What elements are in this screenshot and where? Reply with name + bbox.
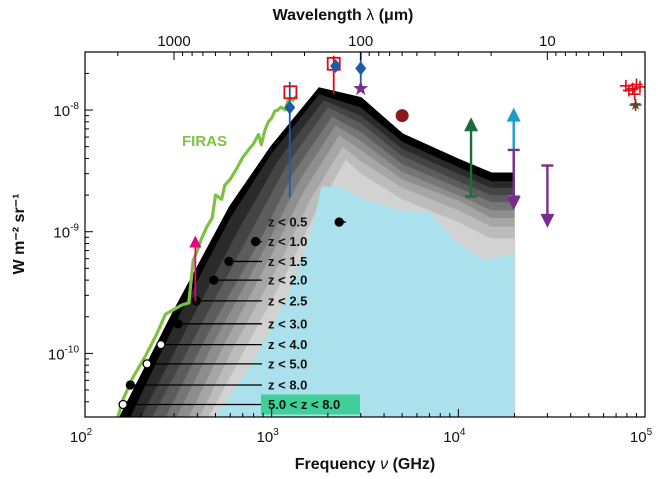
purple-upper-limit-1-head xyxy=(506,196,521,211)
z-dot-6 xyxy=(156,339,166,350)
z-label-9: 5.0 < z < 8.0 xyxy=(268,397,340,412)
plot-frame xyxy=(84,51,646,418)
x-tick-base-2: 10 xyxy=(443,429,460,446)
cumulative-bands xyxy=(119,87,515,417)
z-label-0: z < 0.5 xyxy=(268,215,307,230)
y-tick-exp-2: -8 xyxy=(70,101,79,112)
x-tick-exp-3: 5 xyxy=(647,427,653,438)
x-tick-base-0: 10 xyxy=(70,429,87,446)
top-tick-label-2: 10 xyxy=(539,33,556,50)
z-label-box xyxy=(261,394,360,415)
z-label-4: z < 2.5 xyxy=(268,293,307,308)
z-label-7: z < 5.0 xyxy=(268,356,307,371)
blue-diamond-2 xyxy=(330,59,342,74)
x-tick-base-1: 10 xyxy=(257,429,274,446)
x-tick-label-3: 105 xyxy=(630,427,653,446)
y-tick-label-2: 10-8 xyxy=(53,101,79,120)
purple-upper-limit-2-head xyxy=(540,213,555,228)
darkgreen-lower-limit-head xyxy=(464,117,479,132)
z-dot-1 xyxy=(250,236,261,247)
y-tick-base-2: 10 xyxy=(53,103,70,120)
y-tick-label-0: 10-10 xyxy=(48,344,80,363)
redshift-labels: z < 0.5 z < 1.0 z < 1.5 z < 2.0 z < 2.5 z < 3… xyxy=(118,215,360,415)
x-tick-exp-0: 2 xyxy=(87,427,93,438)
firas-label: FIRAS xyxy=(182,133,227,150)
x-axis-title-top-prefix: Wavelength xyxy=(273,7,367,24)
z-dot-7 xyxy=(142,359,152,369)
y-tick-base-0: 10 xyxy=(48,346,65,363)
x-tick-label-2: 104 xyxy=(443,427,466,446)
z-label-8: z < 8.0 xyxy=(268,377,307,392)
z-dot-9 xyxy=(118,399,128,410)
x-tick-base-3: 10 xyxy=(630,429,647,446)
z-dot-4 xyxy=(191,296,202,306)
x-axis-title-top-suffix: (μm) xyxy=(374,7,413,24)
y-axis-title: W m⁻² sr⁻¹ xyxy=(11,194,28,275)
blue-diamond-3 xyxy=(355,61,367,76)
top-tick-label-0: 1000 xyxy=(157,33,190,50)
firas-layer xyxy=(116,95,298,417)
y-tick-label-1: 10-9 xyxy=(53,223,79,242)
z-label-5: z < 3.0 xyxy=(268,316,307,331)
blue-diamond-1 xyxy=(284,100,296,115)
x-axis-title-bottom-var: ν xyxy=(380,456,388,473)
z-label-6: z < 4.0 xyxy=(268,337,307,352)
top-tick-label-1: 100 xyxy=(348,33,373,50)
x-axis-title-top-var: λ xyxy=(366,7,374,24)
z-dot-5 xyxy=(173,319,183,329)
purple-star xyxy=(353,80,369,96)
x-axis-title-bottom: Frequency ν (GHz) xyxy=(295,456,435,473)
z-dot-8 xyxy=(125,380,136,390)
red-square-1 xyxy=(283,85,298,100)
magenta-triangle xyxy=(189,235,202,248)
z-label-2: z < 1.5 xyxy=(268,254,307,269)
z-label-1: z < 1.0 xyxy=(268,234,307,249)
measurement-points xyxy=(189,52,645,301)
x-axis-title-top: Wavelength λ (μm) xyxy=(273,7,414,24)
firas-spectrum xyxy=(116,95,298,417)
band-9 xyxy=(215,186,515,417)
y-tick-exp-0: -10 xyxy=(65,344,80,355)
x-tick-exp-1: 3 xyxy=(273,427,279,438)
nir-star xyxy=(629,99,642,110)
x-tick-label-1: 103 xyxy=(257,427,280,446)
cyan-lower-limit-head xyxy=(506,107,521,122)
x-axis-title-bottom-suffix: (GHz) xyxy=(388,456,435,473)
z-dot-0 xyxy=(334,217,344,227)
z-dot-3 xyxy=(209,275,219,285)
z-label-3: z < 2.0 xyxy=(268,273,307,288)
y-tick-base-1: 10 xyxy=(53,225,70,242)
z-dot-2 xyxy=(224,256,234,267)
darkred-circle xyxy=(395,109,409,123)
y-tick-exp-1: -9 xyxy=(70,223,79,234)
x-tick-label-0: 102 xyxy=(70,427,93,446)
band-outline xyxy=(119,87,515,417)
x-axis-title-bottom-prefix: Frequency xyxy=(295,456,380,473)
x-tick-exp-2: 4 xyxy=(460,427,466,438)
